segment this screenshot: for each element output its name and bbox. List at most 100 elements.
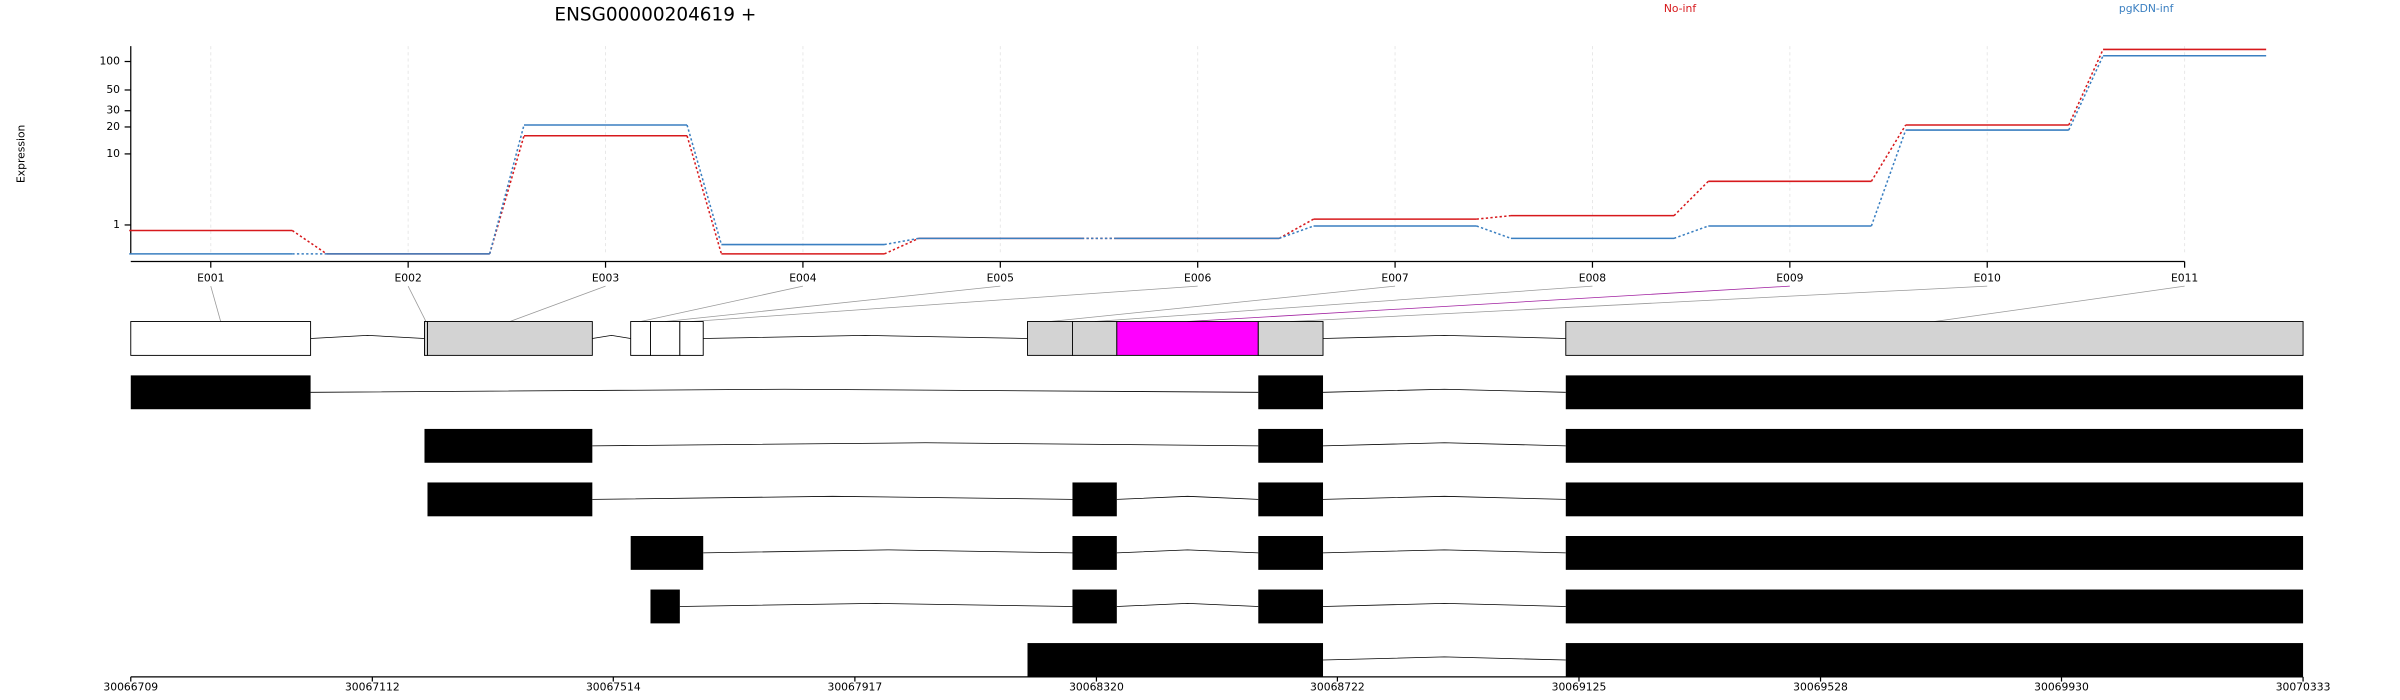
legend-label: pgKDN-inf (2119, 2, 2174, 15)
series-connector (1476, 214, 1512, 220)
x-tick-label: E003 (592, 271, 619, 284)
y-tick-label: 1 (113, 218, 120, 231)
transcript-exon (1565, 482, 2304, 517)
x-tick-label: E008 (1579, 271, 1606, 284)
exon (1027, 321, 1073, 356)
chart-title: ENSG00000204619 + (554, 4, 756, 25)
intron (310, 388, 1259, 393)
transcript-exon (1565, 643, 2304, 677)
x-tick-label: E005 (987, 271, 1014, 284)
transcript-exon (427, 482, 593, 517)
y-axis-label: Expression (15, 125, 28, 183)
series-connector (488, 124, 525, 255)
intron (679, 602, 1073, 607)
exon (130, 321, 312, 356)
x-tick-label: E001 (197, 271, 224, 284)
series-connector (488, 135, 525, 255)
series-connector (1673, 225, 1709, 240)
intron (310, 334, 425, 339)
transcript-exon (1072, 536, 1117, 570)
series-connector (291, 229, 328, 255)
exon-connector (1187, 285, 1790, 322)
transcript-exon (130, 375, 311, 410)
y-tick-label: 50 (106, 83, 120, 96)
intron (1323, 602, 1566, 607)
exon-connector (1094, 285, 1593, 322)
transcript-exon (1072, 482, 1117, 517)
intron (1323, 549, 1566, 554)
genome-tick-label: 30066709 (103, 681, 158, 694)
transcript-exon (1258, 589, 1324, 624)
exon (630, 321, 651, 356)
legend-label: No-inf (1664, 2, 1696, 15)
intron (1116, 495, 1259, 500)
exon (1072, 321, 1118, 356)
intron (1116, 602, 1259, 607)
genome-tick-label: 30067917 (828, 681, 883, 694)
intron (1323, 388, 1566, 393)
series-connector (1673, 180, 1709, 217)
y-tick-label: 100 (99, 55, 120, 68)
exon-connector (509, 285, 606, 322)
intron (592, 495, 1073, 500)
series-connector (884, 237, 919, 246)
intron (703, 549, 1073, 554)
genome-tick-label: 30068722 (1310, 681, 1365, 694)
exon (679, 321, 704, 356)
series-connector (686, 135, 723, 255)
transcript-exon (424, 428, 593, 463)
exon (1257, 321, 1324, 356)
series-connector (1870, 129, 1907, 227)
intron (1323, 442, 1566, 447)
series-connector (1278, 218, 1314, 240)
genome-tick-label: 30069930 (2034, 681, 2089, 694)
exon-connector (210, 286, 222, 322)
transcript-exon (1565, 589, 2304, 624)
series-connector (686, 124, 723, 245)
series-connector (2068, 55, 2104, 131)
transcript-exon (650, 589, 680, 624)
series-connector (1870, 124, 1907, 182)
exon-connector (665, 285, 1001, 322)
transcript-exon (630, 536, 704, 570)
x-tick-label: E006 (1184, 271, 1211, 284)
transcript-exon (1258, 482, 1324, 517)
exon-connector (1934, 285, 2185, 322)
intron (1323, 495, 1566, 500)
y-tick-label: 30 (106, 104, 120, 117)
transcript-exon (1565, 536, 2304, 570)
intron (592, 334, 631, 339)
y-tick-label: 20 (106, 120, 120, 133)
transcript-exon (1258, 428, 1324, 463)
x-tick-label: E004 (789, 271, 816, 284)
y-tick-label: 10 (106, 147, 120, 160)
transcript-exon (1072, 589, 1117, 624)
intron (1323, 334, 1566, 339)
genome-tick-label: 30069528 (1793, 681, 1848, 694)
exon-connector (1049, 285, 1396, 322)
series-connector (1278, 225, 1314, 240)
series-connector (1476, 225, 1512, 240)
genome-tick-label: 30068320 (1069, 681, 1124, 694)
exon-connector (1290, 285, 1988, 322)
transcript-exon (1258, 375, 1324, 410)
intron (1116, 549, 1259, 554)
series-connector (2068, 49, 2104, 126)
x-tick-label: E011 (2171, 271, 2198, 284)
transcript-exon (1565, 375, 2304, 410)
exon (1116, 321, 1259, 356)
transcript-exon (1565, 428, 2304, 463)
exon (1565, 321, 2304, 356)
genome-tick-label: 30067112 (345, 681, 400, 694)
transcript-exon (1027, 643, 1324, 677)
x-tick-label: E007 (1381, 271, 1408, 284)
intron (592, 442, 1259, 447)
genome-tick-label: 30067514 (586, 681, 641, 694)
intron (703, 334, 1028, 339)
x-tick-label: E010 (1974, 271, 2001, 284)
genome-tick-label: 30069125 (1552, 681, 1607, 694)
x-tick-label: E002 (394, 271, 421, 284)
exon (427, 321, 593, 356)
